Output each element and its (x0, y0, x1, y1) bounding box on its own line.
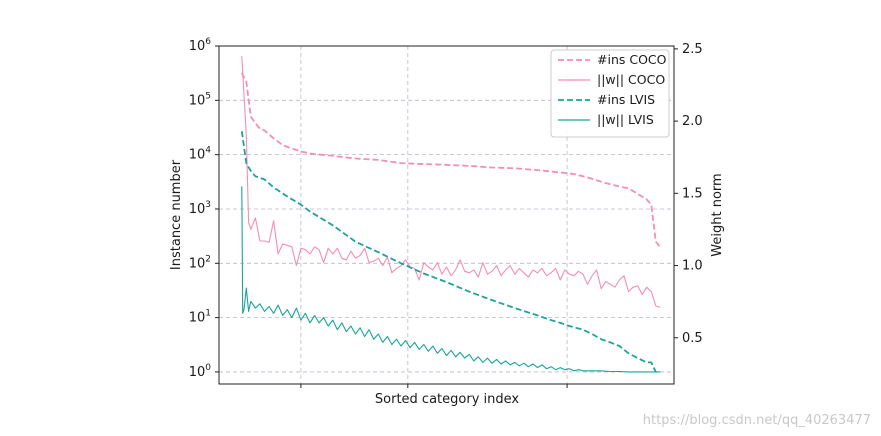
y-left-tick-label: 100 (189, 363, 212, 380)
series-line-0 (240, 72, 661, 248)
series-layer (240, 56, 661, 373)
x-axis-title: Sorted category index (375, 392, 519, 407)
y-right-tick-label: 1.0 (682, 259, 703, 274)
series-line-2 (240, 131, 657, 373)
y-left-tick-label: 102 (189, 254, 211, 271)
left-axis: 100 101 102 103 104 105 106 (189, 37, 568, 388)
legend-box (550, 49, 670, 138)
y-axis-right-title: Weight norm (710, 173, 725, 256)
y-right-tick-label: 0.5 (682, 331, 703, 346)
y-left-tick-label: 105 (189, 91, 211, 108)
plot-area-frame (218, 45, 675, 385)
y-right-tick-label: 2.0 (682, 114, 703, 129)
watermark: https://blog.csdn.net/qq_40263477 (643, 413, 871, 428)
legend-label-3: ||w|| LVIS (597, 112, 654, 127)
y-right-tick-label: 1.5 (682, 186, 703, 201)
y-left-tick-label: 103 (189, 200, 211, 217)
series-line-3 (241, 186, 661, 373)
y-left-tick-label: 104 (189, 146, 212, 163)
series-line-1 (241, 56, 661, 308)
y-axis-left-title: Instance number (169, 159, 184, 270)
y-left-tick-label: 106 (189, 37, 212, 54)
legend-label-1: ||w|| COCO (597, 72, 665, 87)
y-right-tick-label: 2.5 (682, 42, 703, 57)
right-axis: 0.5 1.0 1.5 2.0 2.5 (674, 42, 703, 346)
legend-label-2: #ins LVIS (597, 92, 655, 107)
legend-label-0: #ins COCO (597, 52, 667, 67)
legend: #ins COCO ||w|| COCO #ins LVIS ||w|| LVIS (550, 49, 670, 138)
y-left-tick-label: 101 (189, 309, 211, 326)
